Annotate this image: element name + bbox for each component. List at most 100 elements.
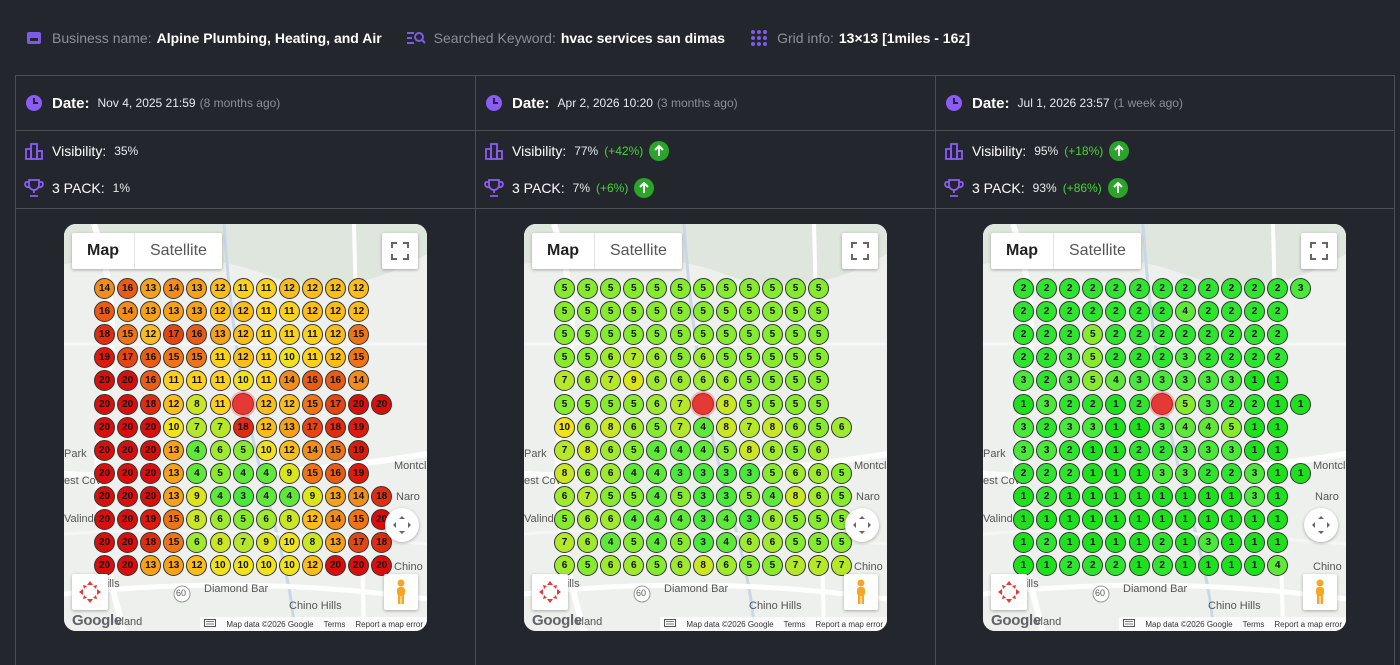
rank-point[interactable]: 3 [1151,462,1173,484]
rank-point[interactable]: 16 [325,462,346,484]
rank-point[interactable]: 4 [646,509,668,530]
rank-point[interactable]: 5 [761,278,783,299]
rank-point[interactable]: 12 [186,555,208,577]
rank-point[interactable]: 20 [371,555,393,577]
rank-point[interactable]: 8 [554,462,575,484]
report-error-link[interactable]: Report a map error [815,619,883,629]
rank-point[interactable]: 10 [278,555,300,577]
rank-point[interactable]: 20 [117,393,139,415]
rank-point[interactable]: 6 [577,462,599,484]
rank-point[interactable]: 4 [600,532,622,554]
rank-point[interactable]: 6 [577,532,599,554]
rank-point[interactable]: 1 [1174,509,1196,530]
rank-point[interactable]: 13 [140,301,162,323]
rank-point[interactable]: 6 [577,509,599,530]
rank-point[interactable]: 11 [255,347,277,369]
rank-point[interactable]: 2 [1267,278,1289,299]
rank-point[interactable]: 5 [669,485,691,507]
rank-point[interactable]: 5 [761,393,783,415]
rank-grid-map[interactable]: Park est Covi Valinda ose Hills 60 Diamo… [983,224,1346,631]
rank-point[interactable]: 2 [1128,347,1150,369]
rank-point[interactable]: 1 [1059,485,1081,507]
rank-point[interactable]: 20 [348,555,370,577]
rank-point[interactable]: 6 [808,485,830,507]
rank-point[interactable]: 16 [140,370,162,392]
rank-point[interactable]: 15 [186,347,208,369]
rank-point[interactable]: 5 [761,347,783,369]
rank-point[interactable]: 1 [1013,532,1034,554]
rank-point[interactable]: 4 [1174,416,1196,438]
rank-point[interactable]: 17 [348,532,370,554]
rank-point[interactable]: 5 [554,324,575,346]
rank-point[interactable]: 2 [1013,324,1034,346]
rank-point[interactable]: 5 [600,301,622,323]
rank-point[interactable]: 4 [715,509,737,530]
move-arrows-button[interactable] [991,574,1027,610]
rank-point[interactable]: 20 [348,393,370,415]
rank-point[interactable]: 1 [1290,462,1312,484]
rank-point[interactable]: 9 [186,485,208,507]
rank-point[interactable]: 13 [163,462,185,484]
rank-point[interactable]: 19 [348,462,370,484]
rank-point[interactable]: 2 [1197,347,1219,369]
rank-point[interactable]: 1 [1267,485,1289,507]
rank-point[interactable]: 18 [371,485,393,507]
rank-point[interactable]: 5 [785,370,806,392]
rank-point[interactable]: 6 [646,393,668,415]
satellite-button[interactable]: Satellite [150,242,207,259]
rank-point[interactable]: 5 [577,301,599,323]
rank-point[interactable]: 4 [255,485,277,507]
rank-point[interactable]: 20 [140,416,162,438]
rank-point[interactable]: 2 [1197,462,1219,484]
rank-point[interactable]: 5 [738,370,760,392]
rank-point[interactable]: 6 [554,485,575,507]
rank-point[interactable]: 6 [600,347,622,369]
rank-point[interactable]: 12 [232,347,254,369]
rank-point[interactable]: 1 [1197,555,1219,577]
rank-point[interactable]: 13 [163,485,185,507]
rank-point[interactable]: 6 [600,509,622,530]
rank-point[interactable]: 6 [785,462,806,484]
rank-point[interactable]: 2 [1151,324,1173,346]
rank-point[interactable]: 13 [209,324,231,346]
rank-point[interactable]: 2 [1128,301,1150,323]
rank-point[interactable]: 2 [1174,278,1196,299]
rank-point[interactable]: 4 [715,532,737,554]
rank-point[interactable]: 4 [669,509,691,530]
rank-point[interactable]: 7 [669,393,691,415]
rank-point[interactable]: 14 [301,439,323,461]
rank-grid-map[interactable]: Park est Covi Valinda ose Hills 60 Diamo… [64,224,427,631]
rank-point[interactable]: 20 [140,439,162,461]
rank-point[interactable]: 4 [646,439,668,461]
rank-point[interactable]: 3 [1151,370,1173,392]
rank-point[interactable]: 12 [301,555,323,577]
rank-point[interactable]: 2 [1059,393,1081,415]
rank-point[interactable]: 4 [186,462,208,484]
report-error-link[interactable]: Report a map error [1274,619,1342,629]
rank-point[interactable]: 8 [186,509,208,530]
rank-point[interactable]: 9 [623,370,645,392]
rank-point[interactable]: 2 [1151,532,1173,554]
rank-point[interactable]: 11 [209,347,231,369]
rank-point[interactable]: 12 [325,301,346,323]
rank-point[interactable]: 6 [715,370,737,392]
rank-point[interactable]: 2 [1013,462,1034,484]
rank-point[interactable]: 6 [692,370,714,392]
rank-point[interactable]: 3 [1220,370,1242,392]
rank-point[interactable]: 5 [669,278,691,299]
rank-point[interactable]: 19 [348,416,370,438]
rank-point[interactable]: 5 [692,324,714,346]
pan-control-button[interactable] [1304,508,1338,542]
rank-point[interactable]: 5 [600,485,622,507]
rank-point[interactable]: 15 [348,509,370,530]
rank-point[interactable]: 2 [1059,462,1081,484]
rank-point[interactable]: 5 [554,301,575,323]
rank-point[interactable]: 6 [808,439,830,461]
rank-point[interactable]: 5 [646,416,668,438]
rank-point[interactable]: 1 [1220,532,1242,554]
rank-point[interactable]: 1 [1197,485,1219,507]
rank-point[interactable]: 16 [325,370,346,392]
rank-point[interactable]: 15 [301,393,323,415]
rank-point[interactable]: 4 [623,462,645,484]
rank-point[interactable]: 7 [623,347,645,369]
